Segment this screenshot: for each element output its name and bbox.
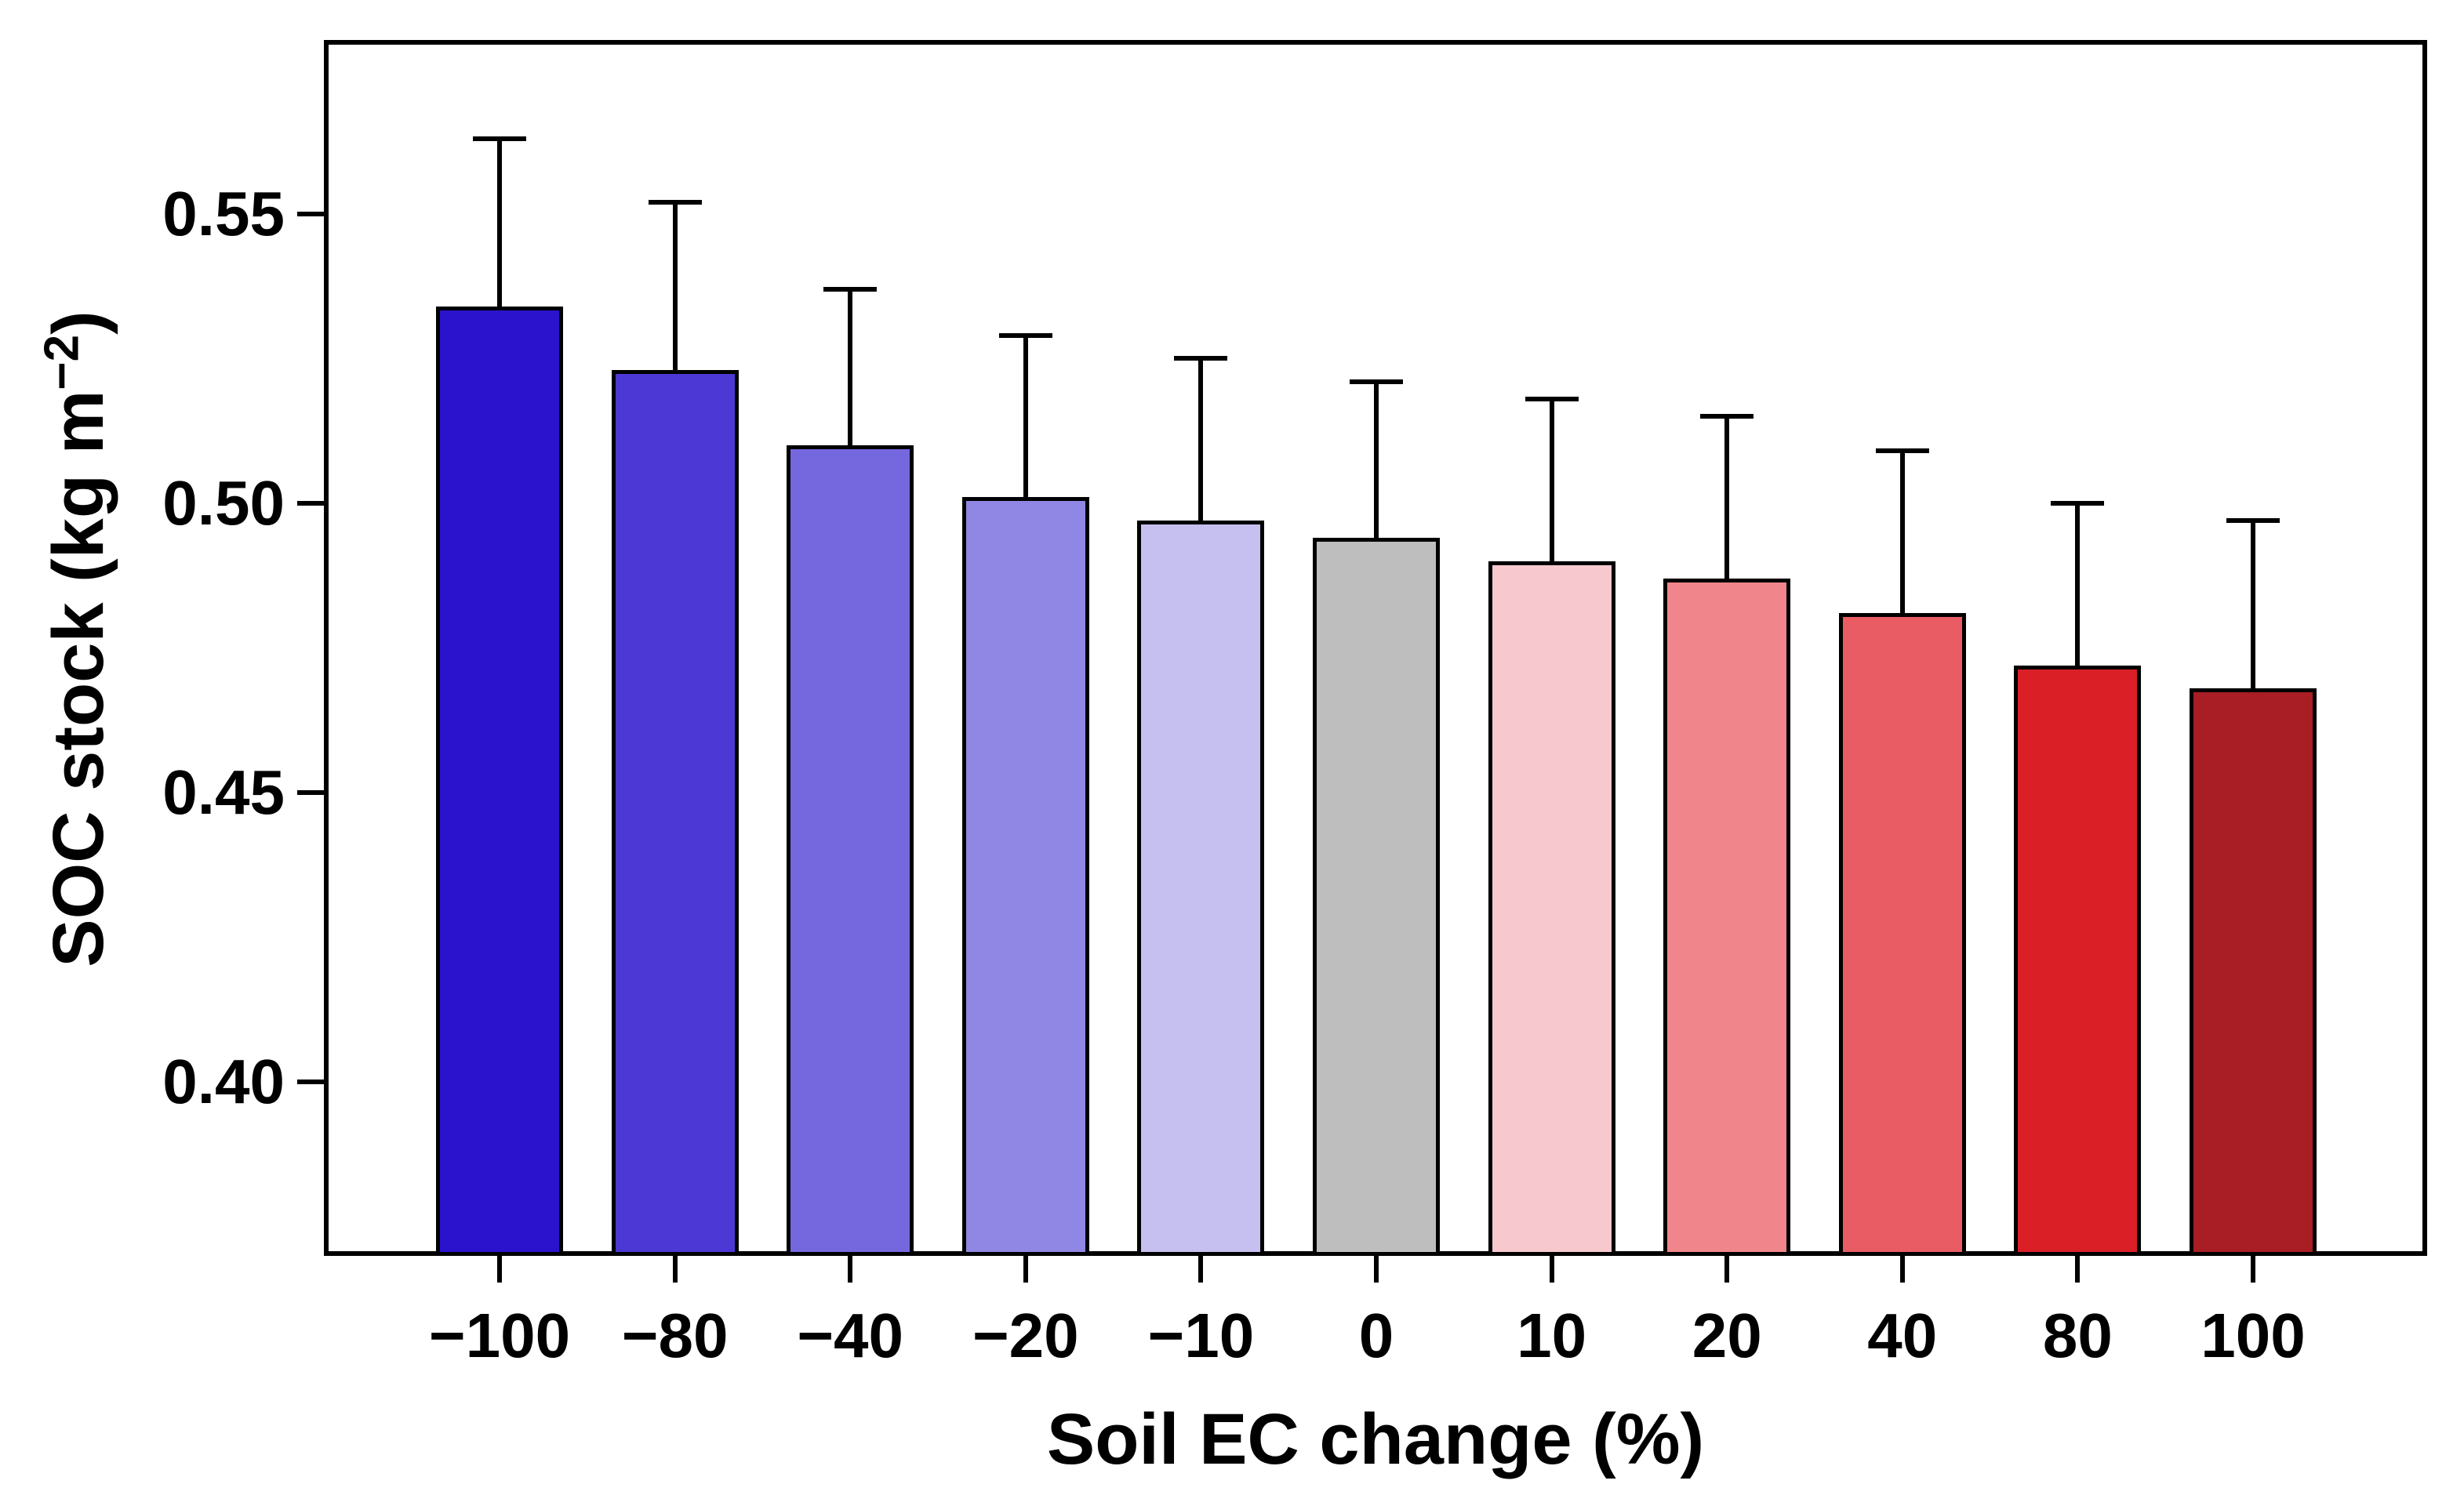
error-bar-line [1374, 381, 1379, 539]
y-axis-tick [297, 790, 324, 796]
error-bar-line [2251, 521, 2255, 689]
y-axis-tick [297, 500, 324, 506]
error-bar-line [672, 201, 678, 370]
error-bar-line [1549, 398, 1554, 561]
error-bar-line [1899, 451, 1905, 614]
y-axis-title: SOC stock (kg m−2) [35, 310, 118, 967]
y-axis-tick [297, 1080, 324, 1085]
bar [1137, 521, 1265, 1256]
y-axis-title-prefix: SOC stock (kg m [38, 390, 118, 967]
error-bar-line [1724, 416, 1730, 579]
x-axis-tick-label: 40 [1867, 1301, 1938, 1370]
error-bar-cap [2051, 500, 2105, 506]
error-bar-line [2075, 503, 2081, 666]
y-axis-tick-label: 0.45 [162, 757, 285, 828]
y-axis-tick-label: 0.55 [162, 178, 285, 249]
y-axis-tick-label: 0.50 [162, 467, 285, 538]
x-axis-tick-label: −100 [428, 1301, 571, 1370]
x-axis-tick-label: 20 [1692, 1301, 1762, 1370]
error-bar-cap [2226, 518, 2280, 523]
x-axis-title: Soil EC change (%) [1046, 1399, 1705, 1479]
bar [2190, 688, 2317, 1256]
bar [961, 497, 1089, 1256]
x-axis-tick [1549, 1256, 1554, 1283]
error-bar-cap [473, 136, 526, 141]
x-axis-tick-label: 100 [2201, 1301, 2306, 1370]
x-axis-tick [1899, 1256, 1905, 1283]
error-bar-cap [648, 199, 702, 205]
error-bar-line [1023, 335, 1028, 498]
bar [1313, 538, 1440, 1256]
x-axis-tick [1724, 1256, 1730, 1283]
y-axis-tick-label: 0.40 [162, 1047, 285, 1117]
x-axis-tick [1023, 1256, 1028, 1283]
x-axis-tick [497, 1256, 502, 1283]
x-axis-tick-label: 10 [1517, 1301, 1587, 1370]
bar [436, 306, 563, 1256]
bar [1838, 613, 1966, 1256]
error-bar-cap [998, 332, 1052, 338]
y-axis-title-suffix: ) [38, 310, 118, 335]
bar [1663, 578, 1791, 1256]
x-axis-tick [848, 1256, 853, 1283]
x-axis-tick [2075, 1256, 2081, 1283]
error-bar-cap [1700, 414, 1754, 419]
x-axis-tick-label: −20 [972, 1301, 1079, 1370]
x-axis-tick [672, 1256, 678, 1283]
bar [611, 369, 739, 1256]
x-axis-tick-label: 80 [2042, 1301, 2113, 1370]
x-axis-tick-label: −80 [621, 1301, 729, 1370]
bar [2014, 665, 2142, 1256]
error-bar-line [497, 138, 502, 307]
x-axis-tick [1198, 1256, 1204, 1283]
bar [1488, 561, 1615, 1256]
error-bar-cap [1174, 356, 1228, 361]
error-bar-cap [1875, 448, 1929, 454]
x-axis-tick-label: −10 [1147, 1301, 1255, 1370]
error-bar-cap [1350, 379, 1403, 384]
x-axis-tick [2251, 1256, 2255, 1283]
error-bar-line [848, 288, 853, 445]
error-bar-cap [823, 286, 878, 292]
y-axis-tick [297, 211, 324, 216]
x-axis-tick [1374, 1256, 1379, 1283]
error-bar-cap [1525, 396, 1579, 401]
x-axis-tick-label: 0 [1358, 1301, 1394, 1370]
x-axis-tick-label: −40 [797, 1301, 904, 1370]
y-axis-title-superscript: −2 [35, 334, 89, 390]
bar [787, 445, 914, 1256]
error-bar-line [1198, 358, 1204, 521]
